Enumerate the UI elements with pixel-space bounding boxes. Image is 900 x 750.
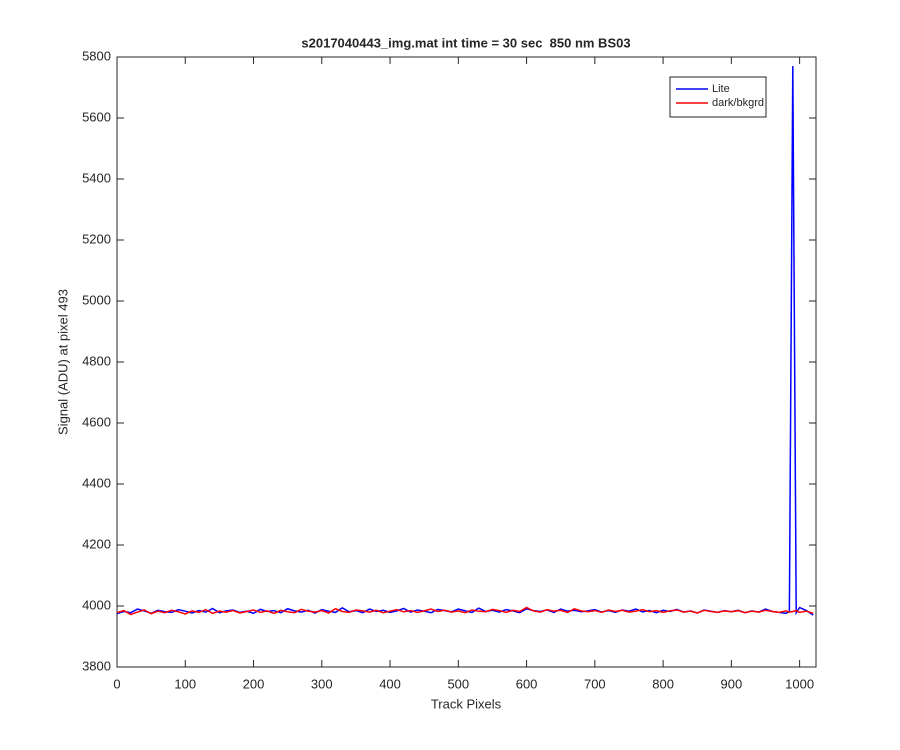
series-line — [116, 606, 814, 616]
x-tick-label: 800 — [652, 676, 674, 691]
y-tick-label: 5000 — [82, 292, 111, 307]
y-tick-label: 5400 — [82, 170, 111, 185]
x-tick-label: 700 — [584, 676, 606, 691]
x-tick-label: 600 — [516, 676, 538, 691]
y-tick-label: 4200 — [82, 536, 111, 551]
legend-label: Lite — [712, 83, 730, 95]
y-tick-label: 4600 — [82, 414, 111, 429]
x-tick-label: 500 — [447, 676, 469, 691]
x-tick-label: 100 — [174, 676, 196, 691]
x-tick-label: 0 — [113, 676, 120, 691]
plot-area — [116, 56, 817, 668]
x-tick-label: 400 — [379, 676, 401, 691]
y-tick-label: 4000 — [82, 597, 111, 612]
chart-title: s2017040443_img.mat int time = 30 sec 85… — [301, 35, 630, 50]
y-tick-label: 4400 — [82, 475, 111, 490]
x-tick-label: 200 — [243, 676, 265, 691]
y-axis-label: Signal (ADU) at pixel 493 — [55, 289, 70, 435]
y-tick-label: 5200 — [82, 231, 111, 246]
y-tick-label: 5600 — [82, 109, 111, 124]
y-tick-label: 3800 — [82, 658, 111, 673]
x-tick-label: 300 — [311, 676, 333, 691]
x-axis-label: Track Pixels — [431, 696, 502, 711]
legend-label: dark/bkgrd — [712, 97, 764, 109]
x-tick-label: 900 — [721, 676, 743, 691]
legend-box — [669, 76, 767, 118]
x-tick-label: 1000 — [785, 676, 814, 691]
y-tick-label: 5800 — [82, 48, 111, 63]
y-tick-label: 4800 — [82, 353, 111, 368]
